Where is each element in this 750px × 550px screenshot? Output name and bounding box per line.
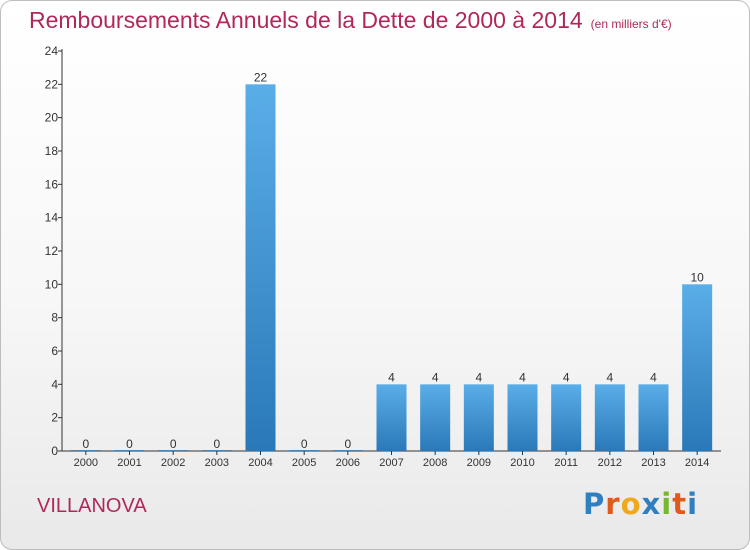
logo-letter: P bbox=[583, 487, 606, 521]
x-tick-label: 2004 bbox=[248, 457, 272, 469]
bar bbox=[463, 384, 494, 451]
x-tick-label: 2007 bbox=[379, 457, 403, 469]
bar bbox=[245, 84, 276, 451]
data-label: 0 bbox=[126, 437, 133, 451]
data-label: 4 bbox=[519, 370, 526, 384]
y-tick-label: 2 bbox=[51, 411, 58, 425]
y-tick-label: 0 bbox=[51, 444, 58, 458]
x-tick-label: 2009 bbox=[467, 457, 491, 469]
logo-letter: i bbox=[687, 487, 699, 521]
x-tick-label: 2013 bbox=[641, 457, 665, 469]
x-tick-label: 2012 bbox=[598, 457, 622, 469]
proxiti-logo: Proxiti bbox=[583, 487, 698, 521]
data-label: 4 bbox=[606, 370, 613, 384]
chart-labels: 0246810121416182022242000020010200202003… bbox=[45, 44, 710, 469]
x-tick-label: 2010 bbox=[510, 457, 534, 469]
logo-letter: i bbox=[661, 487, 673, 521]
data-label: 10 bbox=[690, 270, 704, 284]
data-label: 4 bbox=[650, 370, 657, 384]
y-tick-label: 20 bbox=[45, 111, 59, 125]
bar bbox=[682, 284, 713, 451]
x-tick-label: 2011 bbox=[554, 457, 578, 469]
x-tick-label: 2002 bbox=[161, 457, 185, 469]
logo-letter: r bbox=[605, 487, 621, 521]
bar bbox=[551, 384, 582, 451]
location-name: VILLANOVA bbox=[37, 495, 147, 517]
bar bbox=[420, 384, 451, 451]
data-label: 4 bbox=[388, 370, 395, 384]
bar bbox=[507, 384, 538, 451]
y-tick-label: 24 bbox=[45, 44, 59, 58]
logo-letter: x bbox=[641, 487, 662, 521]
y-tick-label: 10 bbox=[45, 277, 59, 291]
x-tick-label: 2003 bbox=[205, 457, 229, 469]
chart-title: Remboursements Annuels de la Dette de 20… bbox=[29, 7, 719, 41]
bar bbox=[114, 450, 145, 451]
x-tick-label: 2014 bbox=[685, 457, 709, 469]
bar bbox=[158, 450, 189, 451]
logo-letter: t bbox=[672, 487, 688, 521]
chart-title-text: Remboursements Annuels de la Dette de 20… bbox=[29, 7, 583, 33]
y-tick-label: 4 bbox=[51, 377, 58, 391]
x-tick-label: 2000 bbox=[74, 457, 98, 469]
x-tick-label: 2005 bbox=[292, 457, 316, 469]
data-label: 0 bbox=[170, 437, 177, 451]
data-label: 0 bbox=[301, 437, 308, 451]
bar bbox=[638, 384, 669, 451]
y-tick-label: 6 bbox=[51, 344, 58, 358]
data-label: 22 bbox=[254, 70, 268, 84]
y-tick-label: 16 bbox=[45, 177, 59, 191]
data-label: 0 bbox=[82, 437, 89, 451]
bar bbox=[201, 450, 232, 451]
bar bbox=[376, 384, 407, 451]
data-label: 4 bbox=[475, 370, 482, 384]
bar bbox=[70, 450, 101, 451]
bar bbox=[332, 450, 363, 451]
y-tick-label: 8 bbox=[51, 311, 58, 325]
bar bbox=[594, 384, 625, 451]
data-label: 0 bbox=[344, 437, 351, 451]
x-tick-label: 2001 bbox=[117, 457, 141, 469]
chart-unit-label: (en milliers d'€) bbox=[590, 17, 672, 31]
bar bbox=[289, 450, 320, 451]
x-tick-label: 2008 bbox=[423, 457, 447, 469]
x-tick-label: 2006 bbox=[336, 457, 360, 469]
data-label: 4 bbox=[432, 370, 439, 384]
chart-bars bbox=[70, 84, 713, 451]
y-tick-label: 14 bbox=[45, 211, 59, 225]
logo-letter: o bbox=[620, 487, 642, 521]
data-label: 4 bbox=[563, 370, 570, 384]
y-tick-label: 18 bbox=[45, 144, 59, 158]
y-tick-label: 12 bbox=[45, 244, 59, 258]
y-tick-label: 22 bbox=[45, 77, 59, 91]
data-label: 0 bbox=[213, 437, 220, 451]
